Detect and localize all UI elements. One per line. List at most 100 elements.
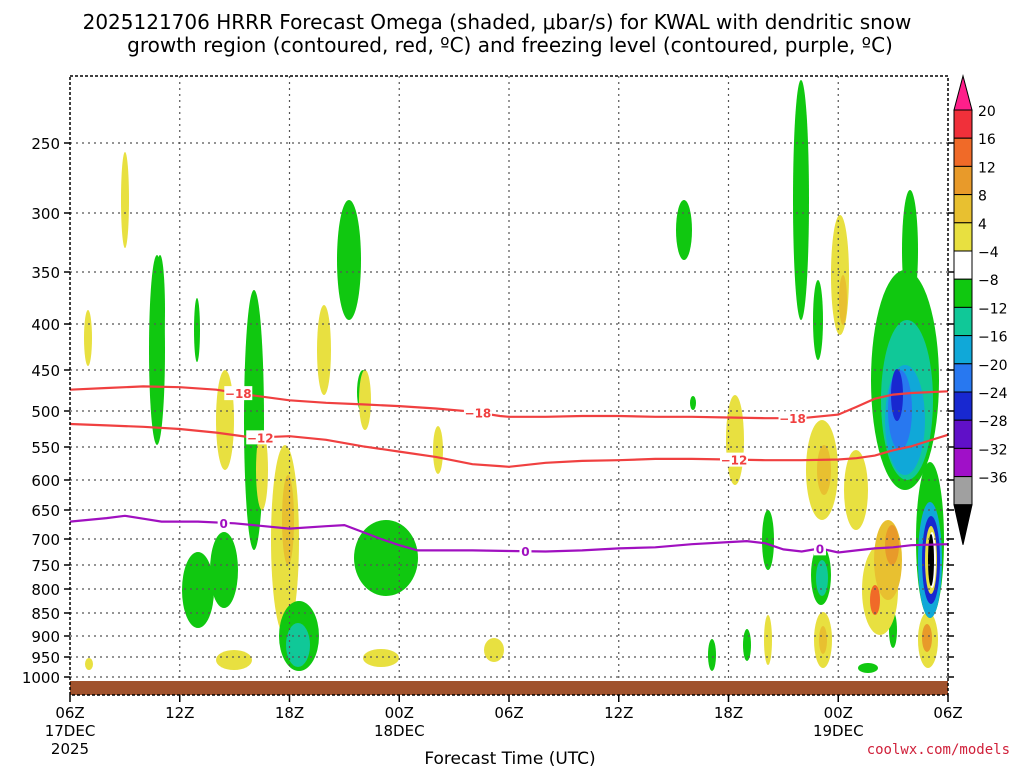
omega-shade-region [484, 638, 504, 662]
y-tick-label: 400 [31, 316, 60, 334]
omega-shade-region [433, 426, 443, 474]
ground-surface [70, 681, 948, 695]
contour-label-bg [217, 515, 230, 530]
x-tick-label: 06Z [494, 704, 523, 722]
colorbar-label: −8 [978, 273, 999, 289]
x-tick-date-label: 17DEC [45, 722, 96, 740]
colorbar-segment [953, 250, 973, 280]
y-tick-label: 300 [31, 205, 60, 223]
contour-label--18: −18 [779, 412, 806, 426]
colorbar-segment [953, 222, 973, 252]
omega-shade-region [743, 629, 751, 661]
omega-shade-region [928, 534, 934, 586]
x-tick-label: 18Z [275, 704, 304, 722]
contour-label-bg [813, 541, 826, 556]
omega-shade-region [764, 615, 772, 665]
plot-area: −18 −18 −18 −12 −12 0 0 0 [69, 75, 949, 696]
omega-shade-region [216, 650, 252, 670]
x-tick-label: 06Z [933, 704, 962, 722]
colorbar-bottom-arrow [953, 504, 973, 545]
colorbar-label: 16 [978, 132, 996, 148]
omega-shade-region [726, 395, 744, 485]
contour-lines: −18 −18 −18 −12 −12 0 0 0 [69, 385, 949, 559]
y-tick-label: 950 [31, 649, 60, 667]
x-tick-year-label: 2025 [51, 740, 89, 758]
omega-shade-region [819, 626, 827, 654]
colorbar-label: −36 [978, 471, 1008, 487]
colorbar-label: 20 [978, 104, 996, 120]
omega-shade-region [194, 298, 200, 362]
grid-lines [70, 76, 948, 695]
x-tick-label: 06Z [55, 704, 84, 722]
y-tick-label: 350 [31, 264, 60, 282]
omega-shade-region [282, 475, 294, 565]
omega-shade-region [708, 639, 716, 671]
y-tick-label: 250 [31, 135, 60, 153]
colorbar-label: −28 [978, 414, 1008, 430]
y-axis: 250 300 350 400 450 500 550 600 650 700 750 800 850 9… [22, 135, 954, 687]
omega-shade-region [885, 525, 899, 565]
colorbar-label: −16 [978, 330, 1008, 346]
x-tick-label: 00Z [385, 704, 414, 722]
colorbar-label: −20 [978, 358, 1008, 374]
omega-shade-region [337, 200, 361, 320]
omega-shade-region [210, 532, 238, 608]
colorbar-segment [953, 476, 973, 506]
omega-shade-region [817, 445, 831, 495]
colorbar-segment [953, 137, 973, 167]
contour-label-bg [778, 411, 807, 426]
colorbar-label: 4 [978, 217, 987, 233]
contour-label--18: −18 [225, 387, 252, 401]
x-tick-date-label: 19DEC [813, 722, 864, 740]
colorbar-label: 8 [978, 189, 987, 205]
omega-shade-region [155, 255, 165, 365]
omega-shade-region [121, 152, 129, 248]
y-tick-label: 700 [31, 531, 60, 549]
contour-line--12 [69, 422, 949, 468]
omega-shade-region [902, 190, 918, 310]
colorbar-segment [953, 278, 973, 308]
colorbar-segment [953, 447, 973, 478]
x-axis-title: Forecast Time (UTC) [424, 749, 595, 768]
contour-label-bg [246, 430, 275, 445]
credit-text: coolwx.com/models [867, 742, 1010, 758]
omega-shade-region [182, 552, 214, 628]
omega-shade-region [690, 396, 696, 410]
omega-shade-region [762, 510, 774, 570]
colorbar-segment [953, 391, 973, 421]
colorbar-label: −12 [978, 301, 1008, 317]
omega-shade-region [793, 80, 809, 320]
contour-label-bg [519, 544, 532, 559]
x-tick-date-label: 18DEC [374, 722, 425, 740]
colorbar-segment [953, 165, 973, 196]
colorbar-segment [953, 109, 973, 139]
omega-shade-region [813, 280, 823, 360]
y-tick-label: 450 [31, 362, 60, 380]
omega-shade-region [317, 305, 331, 395]
colorbar-segment [953, 335, 973, 365]
contour-label--12: −12 [721, 454, 748, 468]
contour-label-bg [719, 452, 748, 467]
colorbar-label: 12 [978, 160, 996, 176]
omega-shade-region [676, 200, 692, 260]
omega-shade-region [922, 624, 932, 652]
y-tick-label: 900 [31, 628, 60, 646]
y-tick-label: 650 [31, 502, 60, 520]
chart-title-line-2: growth region (contoured, red, ºC) and f… [127, 33, 893, 57]
contour-label-0: 0 [816, 542, 824, 556]
omega-shade-region [870, 585, 880, 615]
y-tick-label: 1000 [22, 669, 60, 687]
colorbar-segment [953, 419, 973, 449]
contour-label-bg [224, 386, 253, 401]
contour-label-0: 0 [219, 517, 227, 531]
omega-shade-region [216, 370, 234, 470]
contour-label--12: −12 [247, 431, 274, 445]
colorbar-segment [953, 306, 973, 337]
colorbar-segment [953, 363, 973, 393]
y-tick-label: 500 [31, 403, 60, 421]
x-tick-label: 00Z [824, 704, 853, 722]
omega-shade-region [244, 290, 264, 550]
y-tick-label: 600 [31, 472, 60, 490]
y-tick-label: 800 [31, 581, 60, 599]
